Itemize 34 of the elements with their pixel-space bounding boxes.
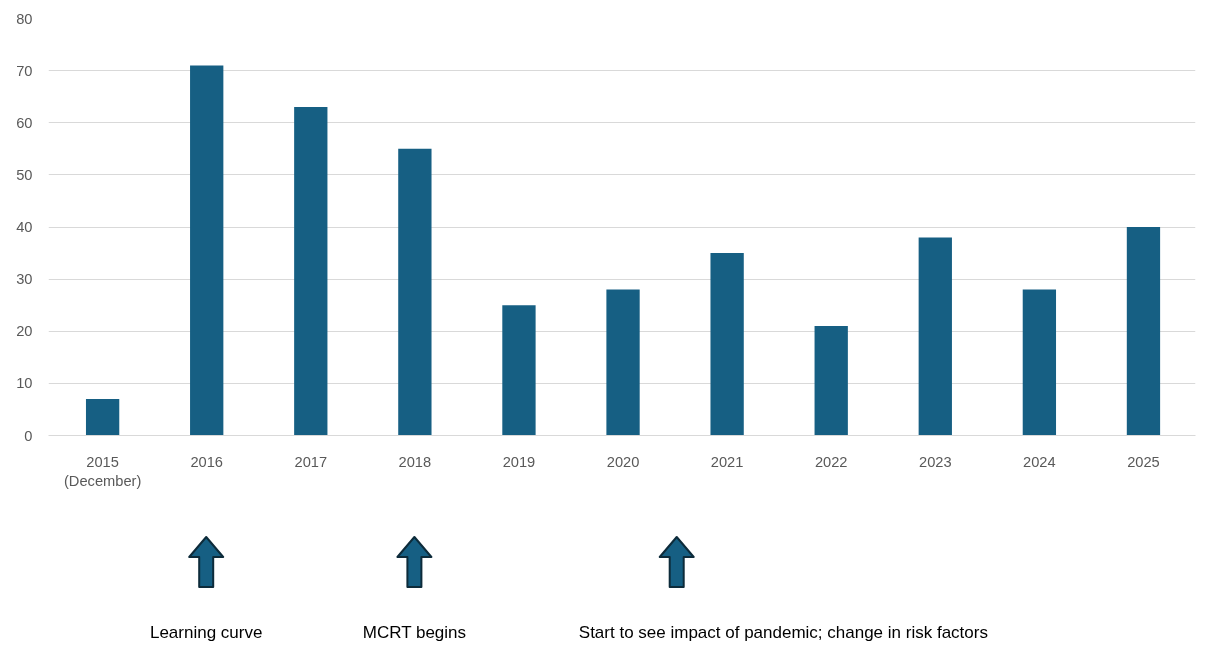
y-tick-label: 10 <box>16 375 33 392</box>
bar <box>606 289 640 436</box>
x-tick-label: 2021 <box>710 453 744 470</box>
y-tick-label: 80 <box>16 10 33 27</box>
text: Start to see impact of pandemic; change in risk factors <box>578 623 988 642</box>
bar <box>294 107 328 436</box>
text: MCRT begins <box>362 623 467 642</box>
x-tick-label: 2018 <box>398 453 432 470</box>
y-tick-label: 0 <box>24 427 33 444</box>
bar <box>1126 227 1161 436</box>
bar <box>710 253 744 436</box>
text: Learning curve <box>149 623 263 642</box>
x-tick-label: 2017 <box>294 453 328 470</box>
x-tick-label: 2020 <box>606 453 640 470</box>
x-tick-label: 2023 <box>918 453 952 470</box>
x-tick-label: 2016 <box>190 453 224 470</box>
x-tick-label: 2019 <box>502 453 536 470</box>
x-tick-label: 2024 <box>1023 453 1056 470</box>
y-tick-label: 60 <box>16 114 33 131</box>
x-tick-label: 2022 <box>814 453 848 470</box>
bar <box>398 148 432 436</box>
y-tick-label: 70 <box>16 62 33 79</box>
y-tick-label: 20 <box>16 323 33 340</box>
x-tick-label: 2015 (December) <box>63 453 142 489</box>
bar <box>502 305 536 436</box>
y-tick-label: 40 <box>16 219 33 235</box>
bar <box>918 237 952 436</box>
y-tick-label: 50 <box>16 166 33 183</box>
bar <box>85 399 120 436</box>
x-tick-label: 2025 <box>1127 453 1160 470</box>
y-tick-label: 30 <box>16 271 33 288</box>
bar <box>190 65 224 436</box>
bar <box>814 326 848 436</box>
bar <box>1022 289 1057 436</box>
